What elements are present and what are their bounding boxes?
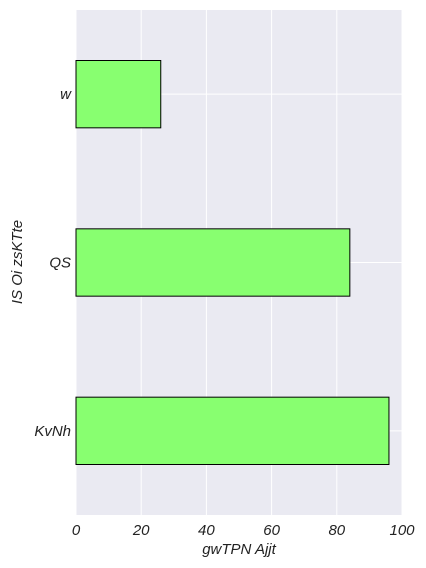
- x-tick-label: 100: [389, 522, 415, 539]
- x-tick-label: 80: [328, 522, 345, 539]
- y-tick-label: w: [60, 86, 72, 103]
- x-tick-label: 60: [263, 522, 280, 539]
- y-tick-labels: w QS KvNh: [34, 86, 72, 440]
- x-tick-label: 0: [72, 522, 81, 539]
- x-axis-label: gwTPN Ajjt: [202, 541, 276, 558]
- x-tick-label: 40: [198, 522, 215, 539]
- bar-qs: [75, 228, 351, 297]
- x-tick-label: 20: [132, 522, 150, 539]
- y-tick-label: KvNh: [34, 423, 71, 440]
- x-tick-labels: 0 20 40 60 80 100: [72, 522, 415, 539]
- y-axis-label: IS Oi zsKTte: [9, 220, 26, 304]
- bars: [75, 60, 390, 465]
- bar-w: [75, 60, 162, 129]
- bar-kvnh: [75, 396, 390, 465]
- y-tick-label: QS: [49, 255, 71, 272]
